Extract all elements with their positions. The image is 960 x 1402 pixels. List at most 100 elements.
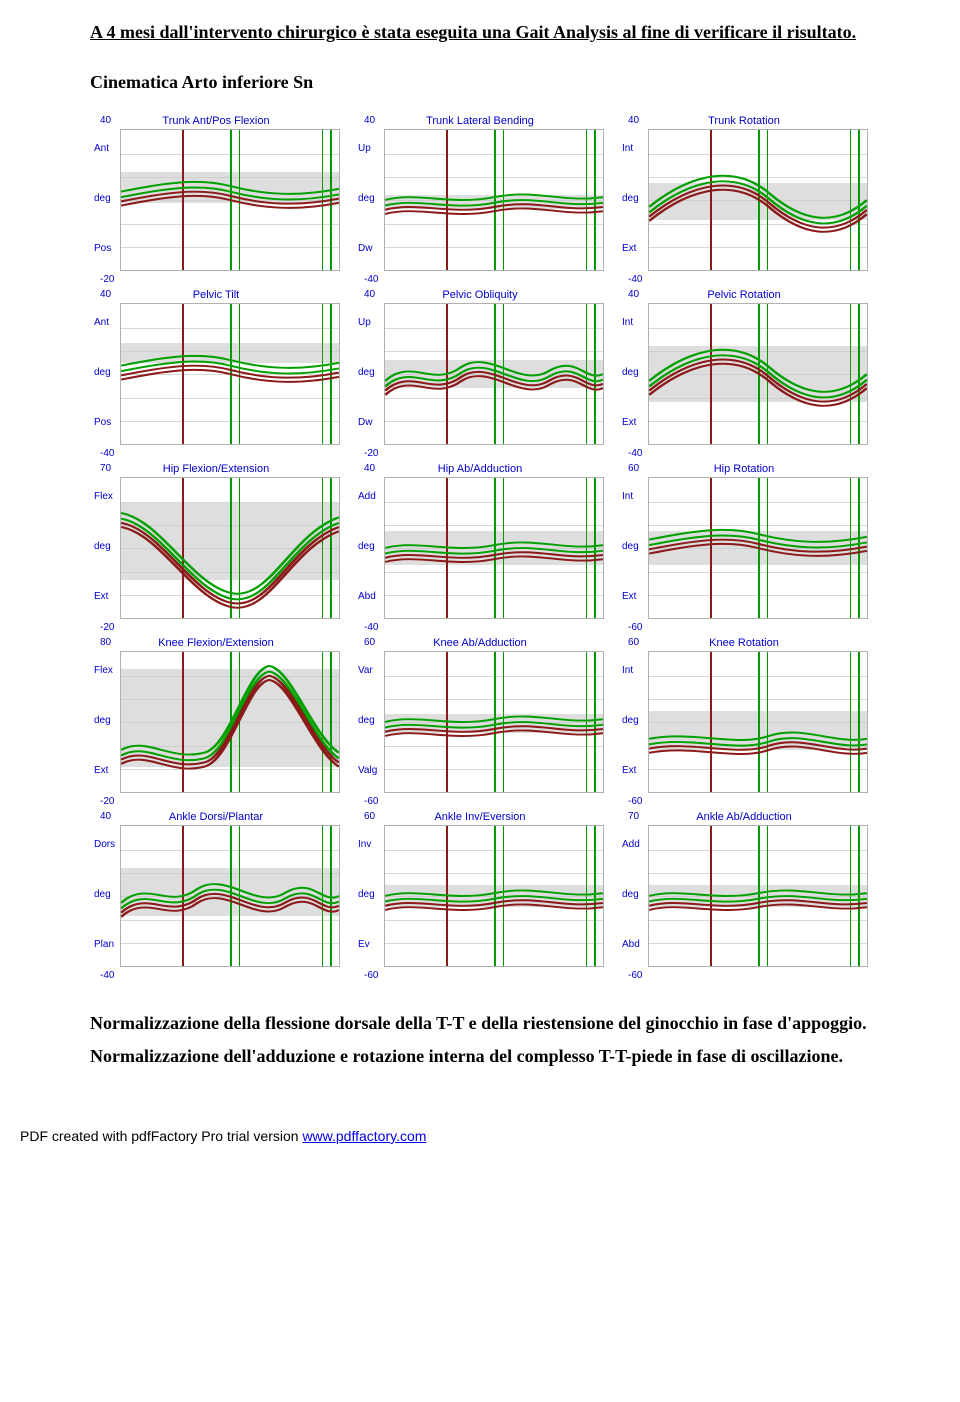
ymax-label: 60 [628,637,639,648]
chart-cell: Hip Flexion/Extension 70 -20 Flex deg Ex… [90,463,342,633]
chart-cell: Hip Ab/Adduction 40 -40 Add deg Abd [354,463,606,633]
axis-label-bot: Ext [622,417,650,428]
axis-label-top: Int [622,665,650,676]
plot-area [648,651,868,793]
ymax-label: 40 [628,115,639,126]
chart-title: Hip Ab/Adduction [354,463,606,475]
ymax-label: 60 [628,463,639,474]
chart-title: Trunk Ant/Pos Flexion [90,115,342,127]
plot-area [120,651,340,793]
plot-area [384,651,604,793]
axis-label-mid: deg [622,367,650,378]
chart-title: Ankle Ab/Adduction [618,811,870,823]
ymax-label: 40 [100,289,111,300]
axis-label-mid: deg [622,541,650,552]
chart-cell: Knee Rotation 60 -60 Int deg Ext [618,637,870,807]
axis-label-mid: deg [358,715,386,726]
chart-title: Ankle Inv/Eversion [354,811,606,823]
chart-cell: Ankle Inv/Eversion 60 -60 Inv deg Ev [354,811,606,981]
chart-cell: Pelvic Obliquity 40 -20 Up deg Dw [354,289,606,459]
footer-link[interactable]: www.pdffactory.com [302,1128,426,1144]
ymin-label: -20 [100,274,114,285]
axis-label-bot: Ext [94,765,122,776]
plot-area [120,477,340,619]
plot-area [648,129,868,271]
ymax-label: 60 [364,637,375,648]
ymin-label: -20 [364,448,378,459]
axis-label-mid: deg [622,715,650,726]
chart-title: Ankle Dorsi/Plantar [90,811,342,823]
axis-label-bot: Ext [94,591,122,602]
ymax-label: 80 [100,637,111,648]
chart-cell: Ankle Dorsi/Plantar 40 -40 Dors deg Plan [90,811,342,981]
chart-cell: Trunk Rotation 40 -40 Int deg Ext [618,115,870,285]
axis-label-mid: deg [622,889,650,900]
plot-area [648,303,868,445]
chart-cell: Trunk Lateral Bending 40 -40 Up deg Dw [354,115,606,285]
ymin-label: -60 [628,622,642,633]
chart-title: Hip Rotation [618,463,870,475]
chart-title: Trunk Rotation [618,115,870,127]
ymax-label: 40 [100,811,111,822]
axis-label-mid: deg [94,541,122,552]
chart-cell: Pelvic Tilt 40 -40 Ant deg Pos [90,289,342,459]
chart-grid: Trunk Ant/Pos Flexion 40 -20 Ant deg Pos… [90,115,870,981]
axis-label-top: Flex [94,491,122,502]
axis-label-top: Var [358,665,386,676]
chart-title: Hip Flexion/Extension [90,463,342,475]
axis-label-bot: Ext [622,765,650,776]
ymin-label: -40 [364,274,378,285]
ymin-label: -60 [628,970,642,981]
ymax-label: 70 [628,811,639,822]
axis-label-bot: Dw [358,417,386,428]
ymin-label: -60 [364,796,378,807]
ymin-label: -40 [100,970,114,981]
chart-cell: Knee Flexion/Extension 80 -20 Flex deg E… [90,637,342,807]
axis-label-bot: Ev [358,939,386,950]
axis-label-mid: deg [94,715,122,726]
axis-label-top: Dors [94,839,122,850]
axis-label-mid: deg [622,193,650,204]
ymax-label: 40 [628,289,639,300]
axis-label-mid: deg [358,367,386,378]
ymin-label: -60 [364,970,378,981]
plot-area [120,129,340,271]
ymin-label: -40 [100,448,114,459]
footer-text: PDF created with pdfFactory Pro trial ve… [20,1128,302,1144]
axis-label-top: Add [622,839,650,850]
ymax-label: 40 [100,115,111,126]
bottom-paragraph-2: Normalizzazione dell'adduzione e rotazio… [90,1044,870,1068]
plot-area [384,129,604,271]
plot-area [648,477,868,619]
axis-label-mid: deg [358,541,386,552]
chart-cell: Ankle Ab/Adduction 70 -60 Add deg Abd [618,811,870,981]
chart-cell: Trunk Ant/Pos Flexion 40 -20 Ant deg Pos [90,115,342,285]
axis-label-mid: deg [94,889,122,900]
ymin-label: -40 [628,274,642,285]
axis-label-top: Int [622,317,650,328]
axis-label-top: Inv [358,839,386,850]
axis-label-top: Int [622,143,650,154]
ymin-label: -20 [100,796,114,807]
chart-title: Trunk Lateral Bending [354,115,606,127]
ymax-label: 40 [364,463,375,474]
bottom-paragraph-1: Normalizzazione della flessione dorsale … [90,1011,870,1035]
axis-label-top: Flex [94,665,122,676]
heading-top: A 4 mesi dall'intervento chirurgico è st… [90,20,870,44]
axis-label-bot: Abd [358,591,386,602]
ymin-label: -40 [628,448,642,459]
chart-title: Knee Flexion/Extension [90,637,342,649]
subtitle: Cinematica Arto inferiore Sn [90,72,870,93]
ymin-label: -60 [628,796,642,807]
ymax-label: 70 [100,463,111,474]
chart-cell: Pelvic Rotation 40 -40 Int deg Ext [618,289,870,459]
plot-area [384,477,604,619]
chart-title: Pelvic Tilt [90,289,342,301]
plot-area [120,825,340,967]
axis-label-bot: Ext [622,243,650,254]
chart-title: Knee Ab/Adduction [354,637,606,649]
axis-label-bot: Ext [622,591,650,602]
ymax-label: 40 [364,115,375,126]
axis-label-bot: Dw [358,243,386,254]
axis-label-mid: deg [358,889,386,900]
